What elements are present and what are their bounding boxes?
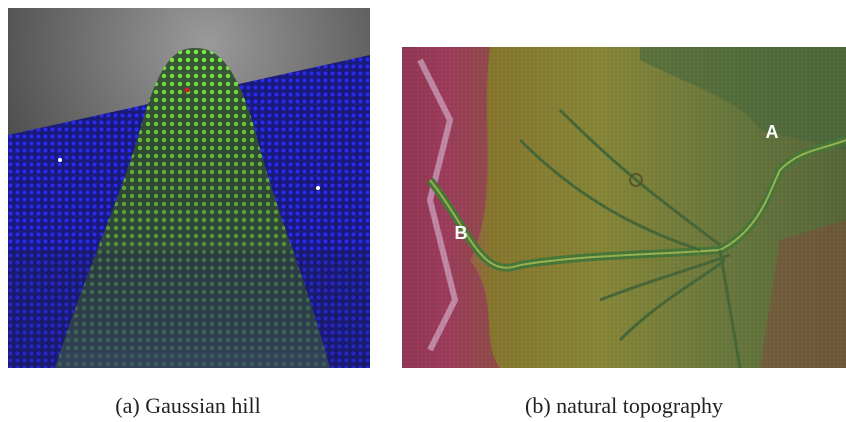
caption-a: (a) Gaussian hill xyxy=(115,393,260,418)
label-a: A xyxy=(766,122,779,142)
label-b: B xyxy=(455,223,468,243)
gaussian-hill-image xyxy=(8,8,370,368)
topography-image: A B xyxy=(402,47,846,368)
figure: A B (a) Gaussian hill (b) natural topogr… xyxy=(0,0,846,422)
caption-b: (b) natural topography xyxy=(525,393,723,418)
